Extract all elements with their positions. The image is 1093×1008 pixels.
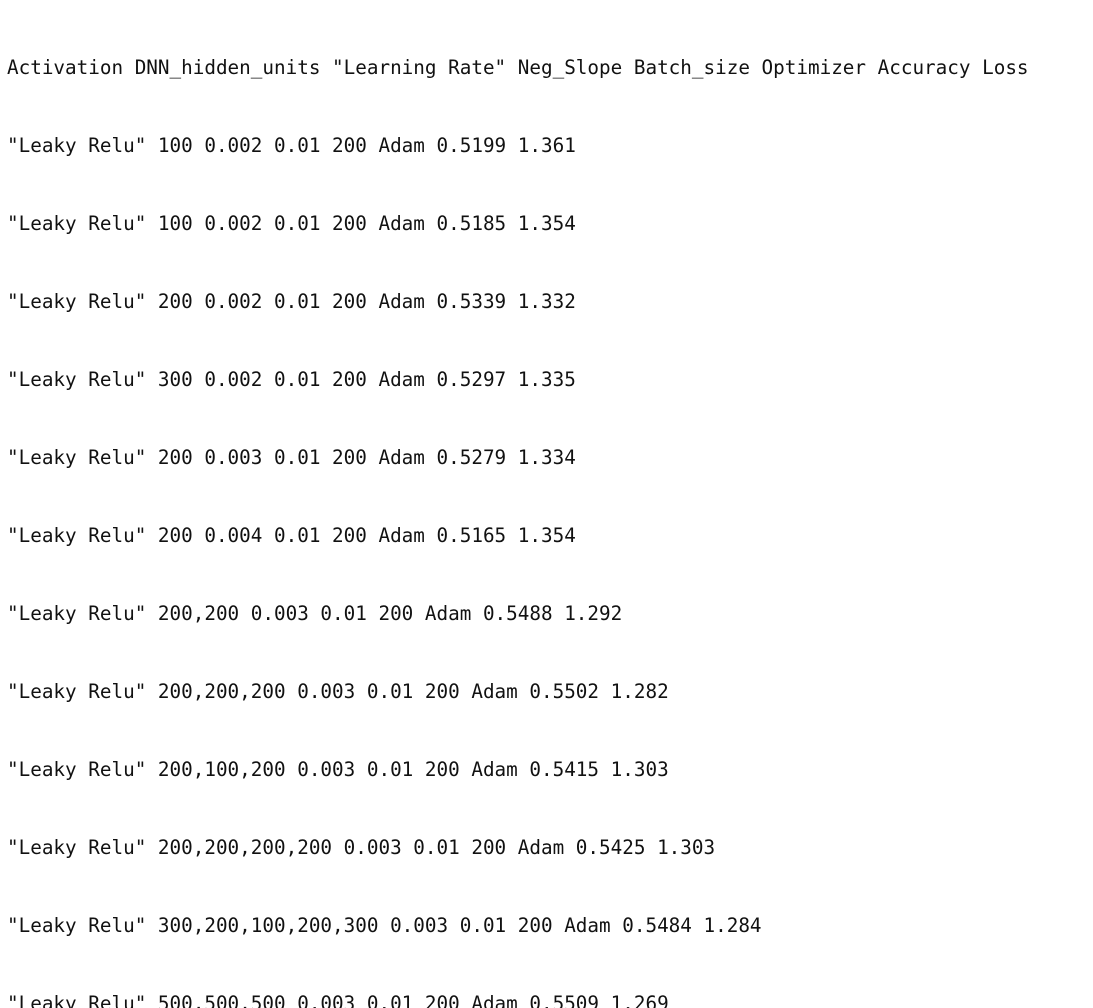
text-content-area: Activation DNN_hidden_units "Learning Ra… [7, 3, 1093, 1008]
data-line: "Leaky Relu" 200,200 0.003 0.01 200 Adam… [7, 602, 623, 625]
data-line: "Leaky Relu" 200,200,200,200 0.003 0.01 … [7, 836, 716, 859]
data-line: "Leaky Relu" 200,200,200 0.003 0.01 200 … [7, 680, 669, 703]
header-line: Activation DNN_hidden_units "Learning Ra… [7, 56, 1029, 79]
data-line: "Leaky Relu" 500,500,500 0.003 0.01 200 … [7, 992, 669, 1008]
data-line: "Leaky Relu" 300,200,100,200,300 0.003 0… [7, 914, 762, 937]
data-line: "Leaky Relu" 100 0.002 0.01 200 Adam 0.5… [7, 212, 576, 235]
data-line: "Leaky Relu" 300 0.002 0.01 200 Adam 0.5… [7, 368, 576, 391]
data-line: "Leaky Relu" 200 0.004 0.01 200 Adam 0.5… [7, 524, 576, 547]
data-line: "Leaky Relu" 200,100,200 0.003 0.01 200 … [7, 758, 669, 781]
data-line: "Leaky Relu" 200 0.003 0.01 200 Adam 0.5… [7, 446, 576, 469]
data-line: "Leaky Relu" 200 0.002 0.01 200 Adam 0.5… [7, 290, 576, 313]
data-line: "Leaky Relu" 100 0.002 0.01 200 Adam 0.5… [7, 134, 576, 157]
